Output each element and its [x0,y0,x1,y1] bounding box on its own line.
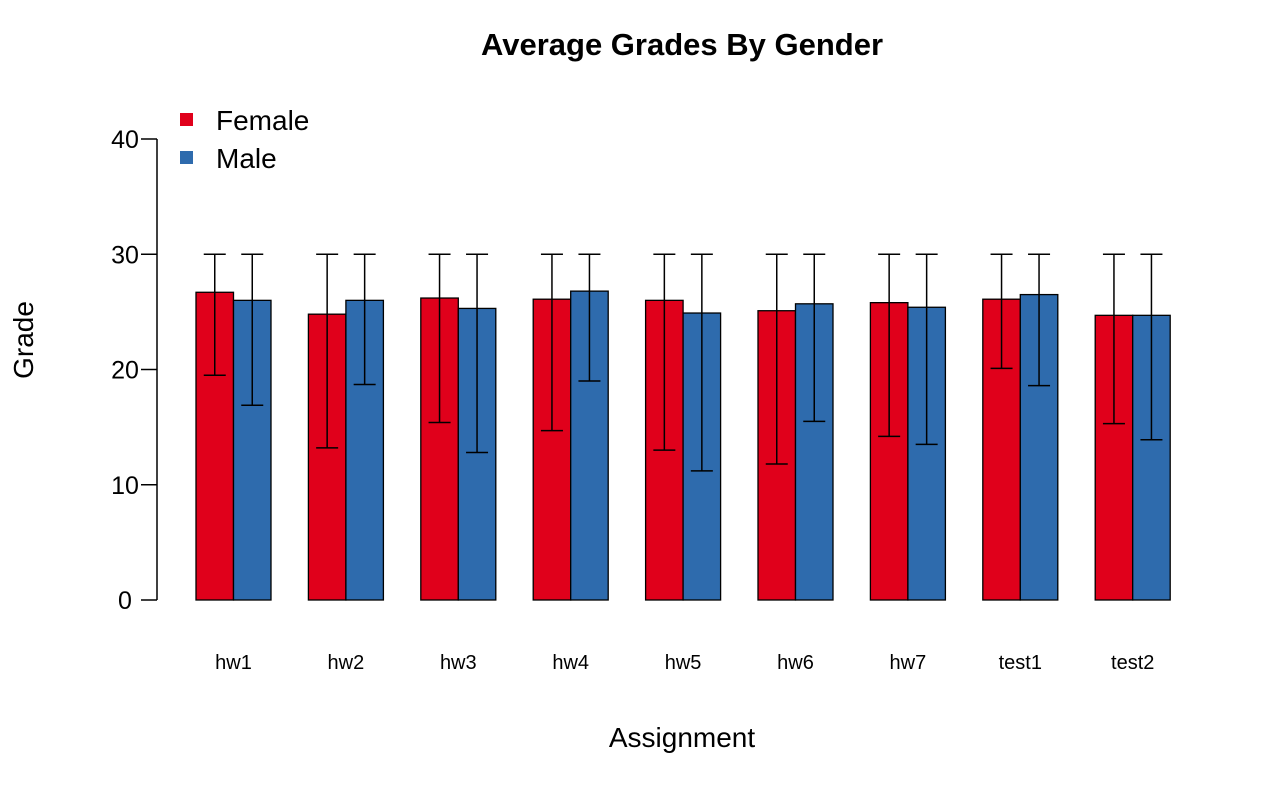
error-bar-female-hw5 [653,253,676,451]
error-bar-male-hw5 [690,253,713,472]
y-tick-label: 20 [111,357,139,385]
error-bar-male-test1 [1028,253,1051,387]
error-bar-male-test2 [1140,253,1163,441]
error-bar-male-hw1 [241,253,264,406]
x-axis-title: Assignment [609,722,756,753]
x-tick-label: hw5 [665,652,702,674]
error-bar-female-hw7 [878,253,901,438]
x-tick-label: hw1 [215,652,252,674]
bars [195,290,1171,601]
error-bar-female-hw3 [428,253,451,424]
error-bar-male-hw4 [578,253,601,382]
y-tick-label: 30 [111,241,139,269]
error-bar-female-test2 [1102,253,1125,425]
legend-label-female: Female [216,105,309,136]
x-tick-label: hw6 [777,652,814,674]
error-bar-male-hw6 [803,253,826,423]
legend-swatch-male [180,151,193,164]
x-tick-label: test2 [1111,652,1154,674]
error-bar-female-hw1 [203,253,226,377]
error-bar-female-test1 [990,253,1013,370]
x-axis-labels: hw1 hw2 hw3 hw4 hw5 hw6 hw7 test1 test2 [215,652,1154,674]
y-axis-title: Grade [8,301,39,379]
legend: Female Male [180,105,309,174]
error-bar-male-hw3 [466,253,489,454]
error-bar-female-hw2 [316,253,339,449]
error-bar-male-hw2 [353,253,376,386]
error-bar-female-hw4 [540,253,563,432]
x-tick-label: hw4 [552,652,589,674]
y-tick-label: 10 [111,472,139,500]
x-tick-label: test1 [999,652,1042,674]
legend-label-male: Male [216,143,277,174]
x-tick-label: hw2 [328,652,365,674]
y-axis: 0 10 20 30 40 [111,126,158,615]
legend-swatch-female [180,113,193,126]
error-bar-female-hw6 [765,253,788,465]
error-bars [203,253,1163,472]
x-tick-label: hw7 [890,652,927,674]
y-tick-label: 0 [118,587,132,615]
error-bar-male-hw7 [915,253,938,446]
y-tick-label: 40 [111,126,139,154]
x-tick-label: hw3 [440,652,477,674]
chart-title: Average Grades By Gender [481,27,883,62]
